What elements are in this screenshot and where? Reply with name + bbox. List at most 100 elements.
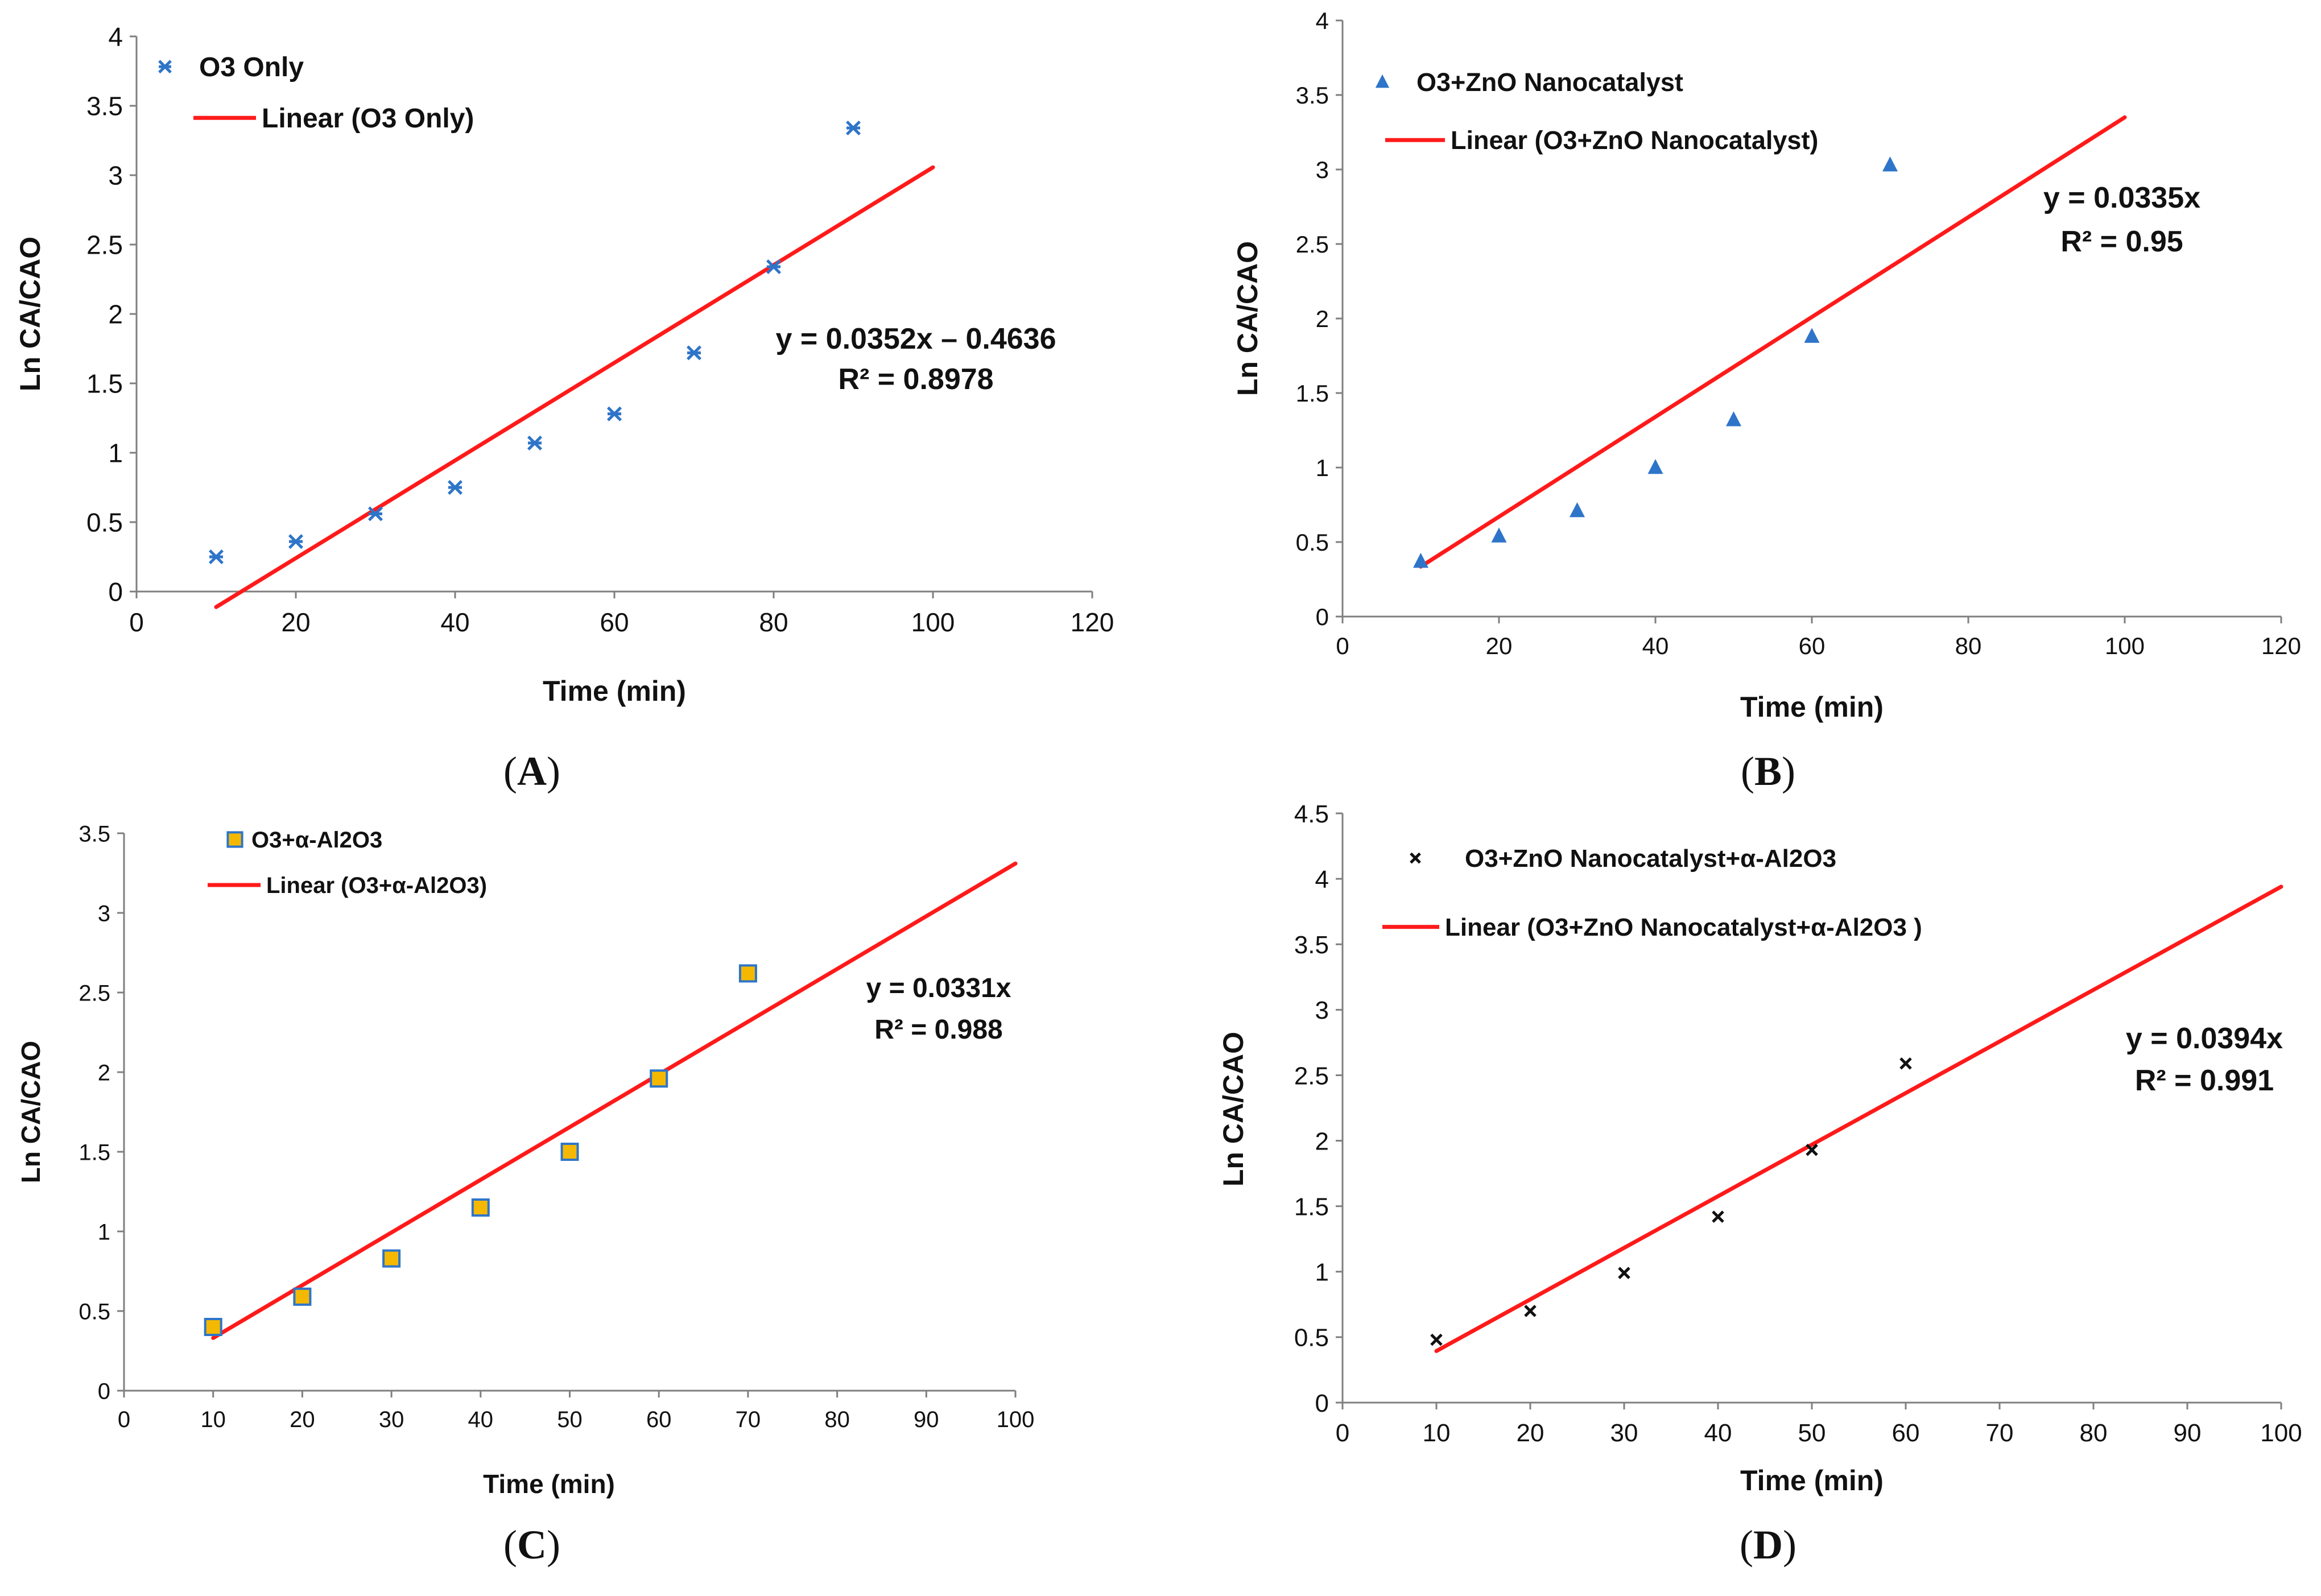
y-tick-label: 1.5 <box>1294 1193 1329 1221</box>
x-tick-label: 10 <box>1423 1419 1451 1447</box>
x-axis-title: Time (min) <box>1740 1465 1884 1496</box>
panel-label-open-paren: ( <box>503 1522 517 1568</box>
data-point <box>1413 553 1428 568</box>
y-tick-label: 1 <box>108 439 123 468</box>
y-tick-label: 3.5 <box>1296 82 1329 109</box>
panel-label: (B) <box>1741 749 1795 794</box>
y-tick-label: 0.5 <box>79 1299 110 1324</box>
x-tick-label: 40 <box>440 607 469 637</box>
x-tick-label: 80 <box>759 607 788 637</box>
x-tick-label: 50 <box>1798 1419 1826 1447</box>
data-point <box>447 479 463 495</box>
legend: O3 Only Linear (O3 Only) <box>158 52 474 134</box>
trendline <box>214 165 935 609</box>
x-tick-label: 30 <box>379 1407 404 1432</box>
y-tick-label: 3 <box>108 161 123 191</box>
y-tick-label: 4.5 <box>1294 800 1329 828</box>
y-tick-label: 1.5 <box>86 369 123 399</box>
x-tick-label: 90 <box>2174 1419 2202 1447</box>
y-tick-label: 3 <box>1316 156 1329 183</box>
x-tick-label: 0 <box>129 607 144 637</box>
y-tick-label: 1 <box>98 1219 110 1244</box>
trendline-equation: y = 0.0331x <box>866 973 1011 1003</box>
legend-marker <box>1410 852 1421 864</box>
data-point <box>204 1318 222 1336</box>
data-point <box>1899 1057 1912 1070</box>
y-axis-title: Ln CA/CAO <box>1232 241 1263 396</box>
x-tick-label: 20 <box>290 1407 315 1432</box>
x-tick-label: 60 <box>1892 1419 1920 1447</box>
y-tick-label: 2 <box>1315 1127 1329 1155</box>
y-tick-label: 4 <box>1316 7 1329 34</box>
r-squared-label: R² = 0.8978 <box>838 363 993 396</box>
data-point <box>288 534 304 549</box>
r-squared-label: R² = 0.991 <box>2135 1064 2274 1097</box>
data-point <box>1882 156 1898 172</box>
x-tick-label: 100 <box>2105 632 2145 659</box>
legend-trendline-label: Linear (O3+ZnO Nanocatalyst+α-Al2O3 ) <box>1445 913 1922 941</box>
y-axis-title: Ln CA/CAO <box>16 1041 46 1183</box>
panel-label-close-paren: ) <box>547 1522 560 1568</box>
y-tick-label: 2 <box>98 1060 110 1085</box>
panel-label: (A) <box>503 749 560 794</box>
y-tick-label: 0.5 <box>1294 1324 1329 1352</box>
x-tick-label: 80 <box>2080 1419 2108 1447</box>
y-tick-label: 3 <box>1315 997 1329 1024</box>
data-point <box>1491 527 1507 543</box>
y-tick-label: 2.5 <box>79 981 110 1006</box>
x-tick-label: 120 <box>2261 632 2301 659</box>
data-point <box>1712 1210 1724 1223</box>
panel-label-open-paren: ( <box>1740 1522 1753 1568</box>
y-tick-label: 4 <box>1315 866 1329 894</box>
x-tick-label: 100 <box>2260 1419 2302 1447</box>
data-point <box>1570 502 1585 518</box>
y-tick-label: 3.5 <box>1294 931 1329 959</box>
data-point <box>1806 1143 1818 1156</box>
data-point <box>1726 411 1741 427</box>
y-tick-label: 2.5 <box>1296 231 1329 258</box>
y-tick-label: 4 <box>108 22 123 52</box>
x-tick-label: 120 <box>1071 607 1114 637</box>
chart-panel-c: 0 10 20 30 40 50 60 70 80 90 100 0 0.5 1 1.5 2 2.5 3 3.5 Ti… <box>16 821 1034 1568</box>
legend-trendline-label: Linear (O3+ZnO Nanocatalyst) <box>1451 126 1818 155</box>
x-tick-label: 20 <box>1486 632 1513 659</box>
y-tick-label: 2 <box>108 300 123 329</box>
legend-trendline-label: Linear (O3+α-Al2O3) <box>266 873 487 898</box>
data-point <box>686 345 702 361</box>
y-tick-label: 0 <box>1315 1390 1329 1417</box>
x-tick-label: 80 <box>1955 632 1982 659</box>
data-point <box>1524 1305 1537 1317</box>
y-tick-label: 0.5 <box>86 508 123 537</box>
y-axis-title: Ln CA/CAO <box>14 237 46 391</box>
data-point <box>845 121 861 136</box>
y-tick-label: 0 <box>108 577 123 607</box>
x-tick-label: 20 <box>1517 1419 1544 1447</box>
trendline-equation: y = 0.0352x – 0.4636 <box>775 322 1056 355</box>
legend-marker <box>1375 74 1390 88</box>
panel-label: (D) <box>1740 1522 1796 1568</box>
y-tick-label: 1.5 <box>79 1140 110 1165</box>
y-tick-label: 0.5 <box>1296 529 1329 556</box>
data-point <box>738 964 757 983</box>
trendline-equation: y = 0.0335x <box>2043 181 2200 214</box>
legend-marker <box>226 831 243 848</box>
trendline-equation: y = 0.0394x <box>2126 1022 2283 1055</box>
trendline <box>211 861 1018 1340</box>
chart-panel-d: 0 10 20 30 40 50 60 70 80 90 100 0 0.5 1 1.5 2 2.5 3 3.5 4 4… <box>1217 800 2302 1568</box>
legend-series-label: O3+ZnO Nanocatalyst+α-Al2O3 <box>1465 845 1836 873</box>
data-point <box>766 259 782 275</box>
panel-label-open-paren: ( <box>1741 749 1754 794</box>
panel-label-close-paren: ) <box>547 749 560 794</box>
data-point <box>208 549 224 565</box>
y-axis-title: Ln CA/CAO <box>1217 1032 1249 1186</box>
panel-label-letter: B <box>1754 749 1782 794</box>
data-point <box>471 1198 490 1217</box>
data-point <box>1618 1267 1630 1279</box>
panel-label-open-paren: ( <box>503 749 517 794</box>
x-tick-label: 70 <box>736 1407 761 1432</box>
panel-label: (C) <box>503 1522 560 1568</box>
x-tick-label: 100 <box>997 1407 1035 1432</box>
chart-panel-a: 0 20 40 60 80 100 120 0 0.5 1 1.5 2 2.5 3 3.5 4 Time (mi… <box>14 22 1114 794</box>
y-tick-label: 1 <box>1315 1259 1329 1287</box>
